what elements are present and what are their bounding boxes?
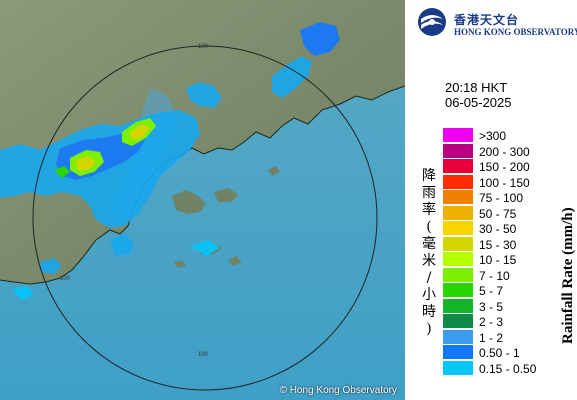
radar-map: 100 100 100 © Hong Kong Observatory	[0, 0, 405, 400]
legend-swatch	[443, 221, 473, 235]
legend-label: 150 - 200	[479, 160, 530, 174]
legend-swatch	[443, 360, 473, 375]
legend-item: 7 - 10	[435, 267, 575, 283]
hko-logo[interactable]: 香港天文台 HONG KONG OBSERVATORY	[415, 5, 577, 41]
legend-title-zh-char: 時	[422, 304, 436, 320]
legend-item: 0.15 - 0.50	[435, 360, 575, 376]
islet	[228, 256, 242, 266]
radar-map-canvas: 100 100 100	[0, 0, 405, 400]
legend-title-zh-char: 小	[422, 287, 436, 303]
info-panel: 香港天文台 HONG KONG OBSERVATORY 20:18 HKT 06…	[405, 0, 577, 400]
legend-item: 2 - 3	[435, 314, 575, 329]
legend-label: 50 - 75	[479, 206, 517, 221]
legend-label: 0.50 - 1	[479, 346, 520, 360]
observation-time: 20:18 HKT	[445, 80, 508, 95]
logo-name-en: HONG KONG OBSERVATORY	[454, 27, 577, 37]
legend-item: 75 - 100	[435, 190, 575, 205]
rain-echo	[300, 22, 340, 56]
legend-title-zh-char: 米	[422, 253, 436, 269]
legend-item: 50 - 75	[435, 205, 575, 221]
range-rings	[32, 45, 378, 391]
legend-title-zh: 降雨率(毫米 / 小時)	[419, 168, 439, 338]
legend-title-zh-char: 雨	[422, 185, 436, 201]
legend-swatch	[443, 205, 473, 220]
legend-title-zh-char: 毫	[422, 236, 436, 252]
observation-date: 06-05-2025	[445, 95, 512, 110]
legend-item: 150 - 200	[435, 159, 575, 174]
legend-swatch	[443, 345, 473, 359]
legend-item: 30 - 50	[435, 221, 575, 236]
range-ring-label: 100	[198, 352, 209, 358]
legend-title-zh-char: /	[426, 270, 432, 286]
legend-label: 3 - 5	[479, 299, 504, 314]
legend-title-zh-char: 率	[422, 202, 436, 218]
copyright-text: © Hong Kong Observatory	[279, 385, 397, 396]
rain-core	[54, 166, 70, 178]
hk-island	[214, 188, 238, 202]
rain-echo	[190, 240, 220, 256]
rain-core	[130, 124, 150, 140]
range-ring	[32, 45, 378, 391]
islet	[268, 166, 280, 176]
legend-swatch	[443, 128, 473, 142]
legend-title-zh-char: (	[426, 219, 432, 235]
legend-swatch	[443, 267, 473, 282]
legend-title-zh-char: 降	[422, 168, 436, 184]
legend-swatch	[443, 143, 473, 158]
rain-echo	[40, 258, 62, 274]
rain-echo	[272, 56, 312, 98]
legend-label: 5 - 7	[479, 284, 504, 298]
rain-cores	[54, 118, 156, 178]
rain-echo	[110, 234, 134, 256]
legend-swatch	[443, 159, 473, 173]
legend-swatch	[443, 314, 473, 328]
legend-label: 30 - 50	[479, 222, 517, 236]
lantau-island	[172, 190, 206, 214]
rain-echo	[12, 286, 34, 300]
legend-item: 15 - 30	[435, 236, 575, 252]
legend-swatch	[443, 329, 473, 344]
legend-swatch	[443, 236, 473, 251]
islet	[174, 260, 186, 268]
legend-item: 200 - 300	[435, 143, 575, 159]
legend-swatch	[443, 190, 473, 204]
legend-item: 10 - 15	[435, 252, 575, 267]
legend-item: 5 - 7	[435, 283, 575, 298]
range-ring-label: 100	[60, 276, 71, 282]
legend-swatch	[443, 252, 473, 266]
legend-title-zh-char: )	[426, 321, 432, 337]
legend-label: 15 - 30	[479, 237, 517, 252]
legend-item: 100 - 150	[435, 174, 575, 190]
legend-label: 1 - 2	[479, 330, 504, 345]
legend-label: 0.15 - 0.50	[479, 361, 537, 376]
legend-swatch	[443, 298, 473, 313]
legend-label: >300	[479, 129, 507, 143]
range-ring-label: 100	[198, 44, 209, 50]
hko-emblem-icon	[418, 8, 446, 36]
legend-label: 2 - 3	[479, 315, 504, 329]
logo-name-zh: 香港天文台	[454, 13, 520, 27]
rain-echo	[186, 82, 222, 108]
legend-item: 0.50 - 1	[435, 345, 575, 360]
legend-item: 3 - 5	[435, 298, 575, 314]
rain-core	[76, 156, 96, 170]
legend-label: 100 - 150	[479, 175, 530, 190]
legend-item: 1 - 2	[435, 329, 575, 345]
legend-item: >300	[435, 128, 575, 143]
legend-swatch	[443, 283, 473, 297]
legend-label: 7 - 10	[479, 268, 510, 283]
legend-label: 10 - 15	[479, 253, 517, 267]
legend-label: 75 - 100	[479, 191, 524, 205]
legend-swatch	[443, 174, 473, 189]
legend-label: 200 - 300	[479, 144, 530, 159]
